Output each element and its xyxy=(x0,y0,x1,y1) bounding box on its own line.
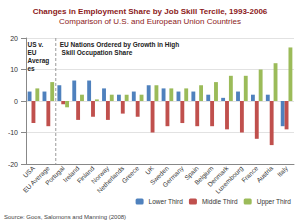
svg-text:Greece: Greece xyxy=(120,164,140,184)
svg-text:US v.: US v. xyxy=(27,41,45,48)
svg-text:Upper Third: Upper Third xyxy=(257,198,292,206)
svg-text:10: 10 xyxy=(10,66,18,73)
svg-text:-20: -20 xyxy=(8,161,18,168)
svg-text:Norway: Norway xyxy=(89,164,111,185)
svg-text:EU: EU xyxy=(27,49,38,56)
svg-text:Lower Third: Lower Third xyxy=(149,198,184,205)
svg-text:Portugal: Portugal xyxy=(43,164,66,187)
svg-text:USA: USA xyxy=(21,164,36,179)
svg-text:Averag: Averag xyxy=(27,57,49,65)
svg-text:Italy: Italy xyxy=(276,164,291,179)
svg-text:-10: -10 xyxy=(8,129,18,136)
svg-text:Source: Goos, Salomons and Man: Source: Goos, Salomons and Manning (2008… xyxy=(4,214,126,220)
svg-text:es: es xyxy=(27,65,35,72)
svg-text:Denmark: Denmark xyxy=(205,164,230,189)
svg-text:Belgium: Belgium xyxy=(193,164,215,186)
svg-text:EU Nations Ordered by Growth i: EU Nations Ordered by Growth in High xyxy=(60,41,180,49)
svg-text:Germany: Germany xyxy=(161,164,185,189)
svg-text:Luxembourg: Luxembourg xyxy=(213,164,245,195)
svg-text:Skill Occupation Share: Skill Occupation Share xyxy=(60,49,133,57)
svg-text:0: 0 xyxy=(14,98,18,105)
svg-text:EU Average: EU Average xyxy=(21,164,51,194)
svg-text:Comparison of U.S. and Europea: Comparison of U.S. and European Union Co… xyxy=(59,17,241,26)
svg-text:20: 20 xyxy=(10,35,18,42)
svg-text:Netherlands: Netherlands xyxy=(95,164,126,195)
svg-text:Finland: Finland xyxy=(75,164,96,185)
svg-text:Sweden: Sweden xyxy=(148,164,170,186)
svg-text:Spain: Spain xyxy=(183,164,200,182)
svg-text:Middle Third: Middle Third xyxy=(202,198,238,205)
svg-text:Changes in Employment Share by: Changes in Employment Share by Job Skill… xyxy=(33,7,268,16)
svg-text:Austria: Austria xyxy=(255,164,274,183)
svg-text:France: France xyxy=(240,164,260,184)
svg-text:UK: UK xyxy=(144,164,156,176)
svg-text:Ireland: Ireland xyxy=(61,164,81,184)
